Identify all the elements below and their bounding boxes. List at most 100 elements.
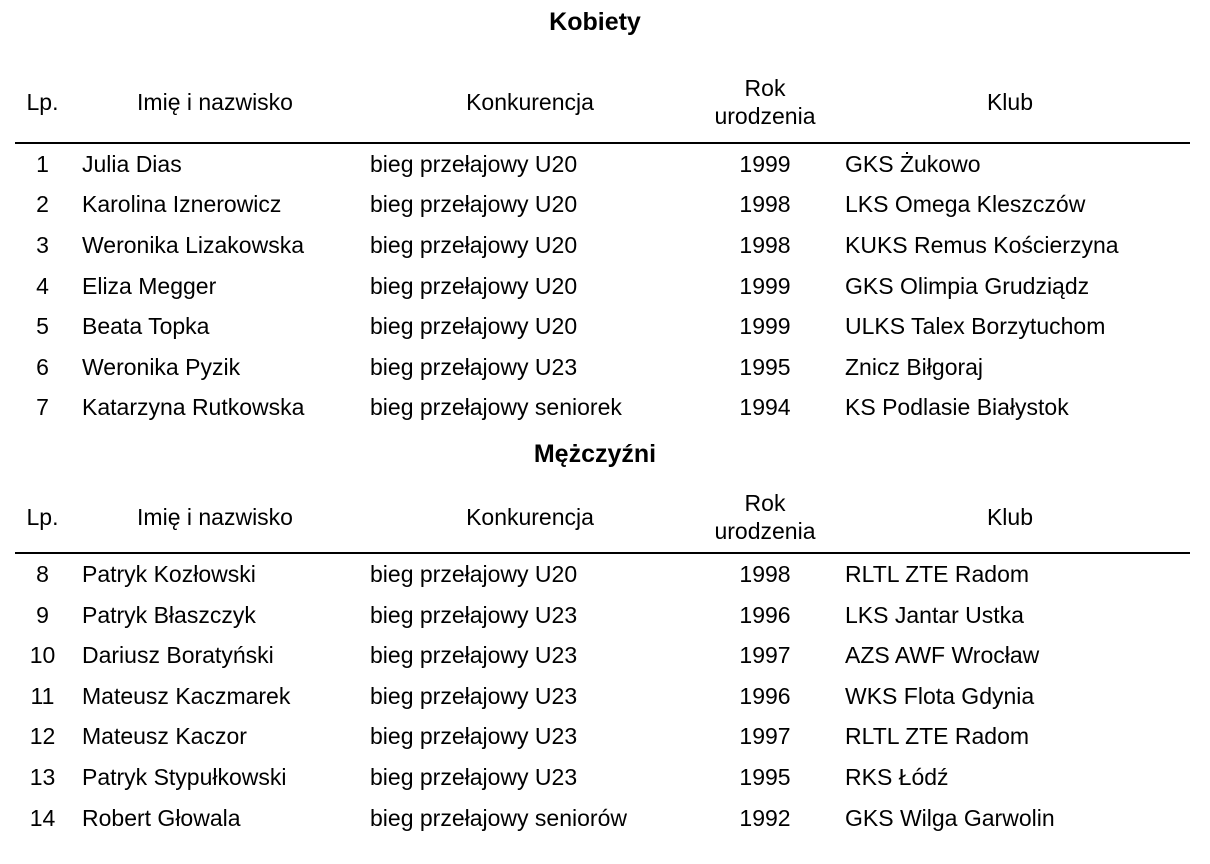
column-header-name: Imię i nazwisko [70, 482, 360, 555]
cell-event: bieg przełajowy U23 [370, 763, 578, 790]
column-header-name: Imię i nazwisko [70, 62, 360, 144]
cell-event: bieg przełajowy U20 [370, 560, 578, 587]
cell-event: bieg przełajowy U23 [370, 353, 578, 380]
table-row: 10 Dariusz Boratyński bieg przełajowy U23 1… [15, 635, 1190, 676]
cell-club: ULKS Talex Borzytuchom [845, 313, 1106, 340]
cell-name: Patryk Kozłowski [82, 560, 256, 587]
column-header-year: Rok urodzenia [700, 62, 830, 144]
cell-name: Katarzyna Rutkowska [82, 394, 305, 421]
column-header-year: Rok urodzenia [700, 482, 830, 555]
cell-name: Mateusz Kaczmarek [82, 682, 291, 709]
header-row: Lp. Imię i nazwisko Konkurencja Rok urod… [15, 62, 1190, 144]
cell-year: 1995 [739, 763, 791, 790]
cell-year: 1998 [739, 231, 791, 258]
cell-event: bieg przełajowy U20 [370, 231, 578, 258]
women-table-header: Lp. Imię i nazwisko Konkurencja Rok urod… [15, 62, 1190, 144]
cell-name: Mateusz Kaczor [82, 723, 247, 750]
cell-lp: 5 [36, 313, 49, 340]
cell-club: WKS Flota Gdynia [845, 682, 1035, 709]
cell-name: Julia Dias [82, 150, 182, 177]
column-header-lp: Lp. [15, 482, 70, 555]
cell-event: bieg przełajowy U20 [370, 313, 578, 340]
column-header-event: Konkurencja [360, 62, 700, 144]
cell-event: bieg przełajowy seniorek [370, 394, 622, 421]
column-header-club: Klub [830, 62, 1190, 144]
cell-year: 1999 [739, 313, 791, 340]
cell-lp: 4 [36, 272, 49, 299]
cell-lp: 2 [36, 191, 49, 218]
table-row: 11 Mateusz Kaczmarek bieg przełajowy U23 19… [15, 676, 1190, 717]
cell-year: 1996 [739, 682, 791, 709]
cell-club: RLTL ZTE Radom [845, 723, 1030, 750]
cell-club: LKS Jantar Ustka [845, 601, 1024, 628]
cell-lp: 8 [36, 560, 49, 587]
men-table-header: Lp. Imię i nazwisko Konkurencja Rok urod… [15, 482, 1190, 555]
cell-lp: 13 [29, 763, 56, 790]
table-row: 2 Karolina Iznerowicz bieg przełajowy U20 1… [15, 185, 1190, 226]
cell-club: LKS Omega Kleszczów [845, 191, 1086, 218]
cell-club: KUKS Remus Kościerzyna [845, 231, 1119, 258]
cell-name: Eliza Megger [82, 272, 217, 299]
column-header-club: Klub [830, 482, 1190, 555]
cell-lp: 6 [36, 353, 49, 380]
cell-name: Robert Głowala [82, 804, 241, 831]
cell-name: Weronika Lizakowska [82, 231, 305, 258]
cell-year: 1996 [739, 601, 791, 628]
cell-name: Beata Topka [82, 313, 210, 340]
cell-name: Karolina Iznerowicz [82, 191, 282, 218]
table-row: 14 Robert Głowala bieg przełajowy seniorów… [15, 798, 1190, 839]
women-table-body: 1 Julia Dias bieg przełajowy U20 1999 GKS Żu… [15, 143, 1190, 428]
cell-year: 1998 [739, 560, 791, 587]
cell-lp: 1 [36, 150, 49, 177]
cell-name: Weronika Pyzik [82, 353, 241, 380]
cell-club: AZS AWF Wrocław [845, 642, 1040, 669]
cell-event: bieg przełajowy U20 [370, 150, 578, 177]
table-row: 12 Mateusz Kaczor bieg przełajowy U23 1997 R… [15, 717, 1190, 758]
cell-event: bieg przełajowy U20 [370, 272, 578, 299]
cell-event: bieg przełajowy seniorów [370, 804, 627, 831]
cell-year: 1995 [739, 353, 791, 380]
cell-lp: 7 [36, 394, 49, 421]
table-row: 13 Patryk Stypułkowski bieg przełajowy U23… [15, 757, 1190, 798]
cell-club: GKS Żukowo [845, 150, 981, 177]
cell-club: RKS Łódź [845, 763, 949, 790]
cell-name: Patryk Stypułkowski [82, 763, 287, 790]
header-row: Lp. Imię i nazwisko Konkurencja Rok urod… [15, 482, 1190, 555]
cell-year: 1998 [739, 191, 791, 218]
table-row: 1 Julia Dias bieg przełajowy U20 1999 GKS Żu… [15, 143, 1190, 185]
cell-name: Dariusz Boratyński [82, 642, 274, 669]
men-table: Lp. Imię i nazwisko Konkurencja Rok urod… [15, 482, 1190, 838]
table-row: 4 Eliza Megger bieg przełajowy U20 1999 GKS … [15, 266, 1190, 307]
table-row: 8 Patryk Kozłowski bieg przełajowy U20 1998… [15, 553, 1190, 595]
cell-club: GKS Olimpia Grudziądz [845, 272, 1090, 299]
cell-lp: 10 [29, 642, 56, 669]
column-header-event: Konkurencja [360, 482, 700, 555]
table-row: 6 Weronika Pyzik bieg przełajowy U23 1995 Zn… [15, 347, 1190, 388]
cell-event: bieg przełajowy U23 [370, 642, 578, 669]
cell-club: GKS Wilga Garwolin [845, 804, 1055, 831]
cell-event: bieg przełajowy U23 [370, 723, 578, 750]
cell-lp: 14 [29, 804, 56, 831]
cell-event: bieg przełajowy U23 [370, 682, 578, 709]
cell-lp: 12 [29, 723, 56, 750]
table-row: 3 Weronika Lizakowska bieg przełajowy U20 1… [15, 225, 1190, 266]
cell-lp: 11 [30, 682, 55, 709]
cell-year: 1999 [739, 150, 791, 177]
table-row: 9 Patryk Błaszczyk bieg przełajowy U23 1996… [15, 595, 1190, 636]
cell-lp: 3 [36, 231, 49, 258]
men-table-body: 8 Patryk Kozłowski bieg przełajowy U20 1998… [15, 553, 1190, 838]
cell-year: 1994 [739, 394, 791, 421]
section-title-women: Kobiety [549, 8, 641, 36]
cell-name: Patryk Błaszczyk [82, 601, 256, 628]
section-title-men: Mężczyźni [533, 440, 657, 469]
cell-year: 1992 [739, 804, 791, 831]
table-row: 5 Beata Topka bieg przełajowy U20 1999 ULKS … [15, 306, 1190, 347]
cell-lp: 9 [36, 601, 49, 628]
cell-club: KS Podlasie Białystok [845, 394, 1069, 421]
women-table: Lp. Imię i nazwisko Konkurencja Rok urod… [15, 62, 1190, 428]
table-row: 7 Katarzyna Rutkowska bieg przełajowy seni… [15, 388, 1190, 429]
cell-event: bieg przełajowy U20 [370, 191, 578, 218]
cell-year: 1997 [739, 642, 791, 669]
cell-event: bieg przełajowy U23 [370, 601, 578, 628]
